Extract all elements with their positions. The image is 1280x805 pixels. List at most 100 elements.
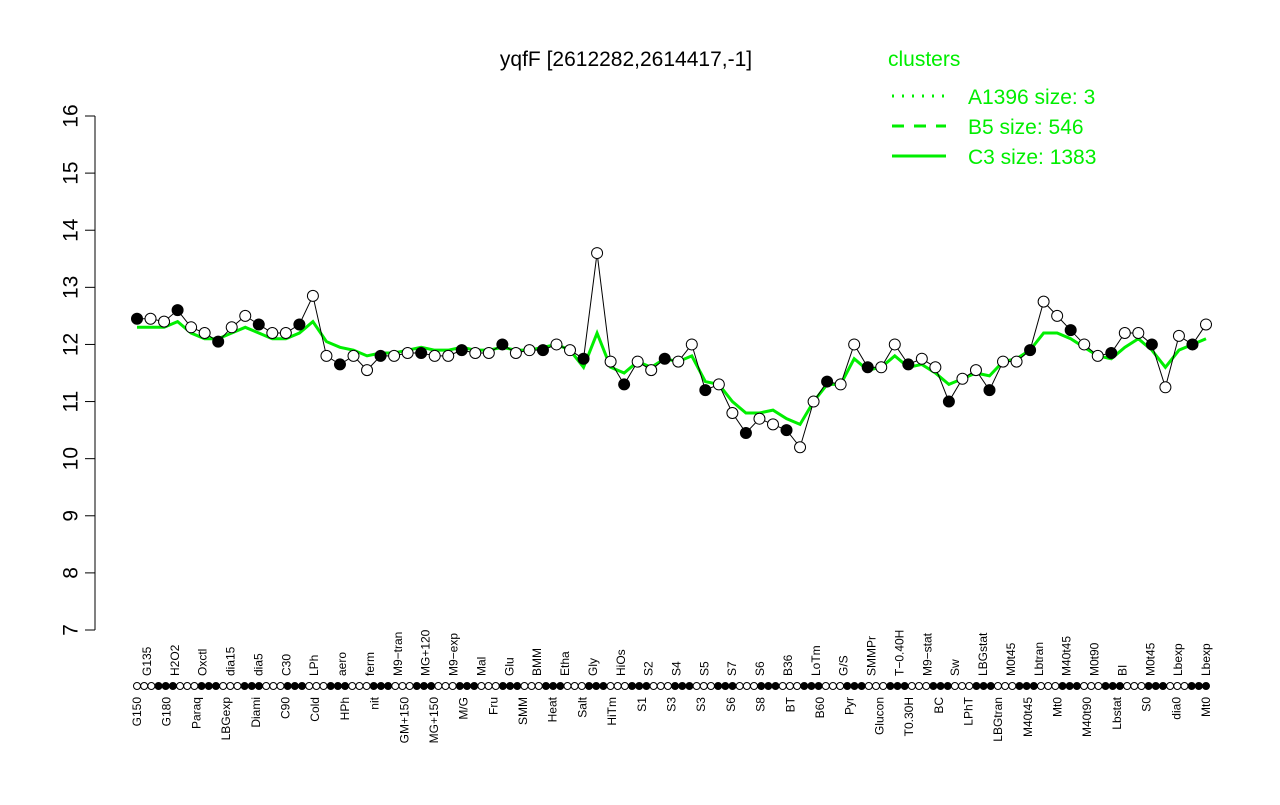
x-tick-label-top: M9−stat bbox=[920, 632, 934, 676]
data-point bbox=[821, 375, 834, 388]
x-tick-label-bottom: T0.30H bbox=[902, 697, 916, 736]
x-rug-dot bbox=[958, 682, 967, 690]
x-rug-dot bbox=[491, 682, 500, 690]
x-rug-dot bbox=[893, 682, 902, 690]
x-rug-dot bbox=[254, 682, 263, 690]
x-rug-dot bbox=[556, 682, 565, 690]
x-rug-dot bbox=[549, 682, 558, 690]
x-rug-dot bbox=[348, 682, 357, 690]
data-point bbox=[875, 361, 888, 374]
x-rug-dot bbox=[197, 682, 206, 690]
x-tick-label-top: Sw bbox=[948, 659, 962, 676]
x-tick-label-top: G/S bbox=[837, 655, 851, 676]
x-rug-dot bbox=[1051, 682, 1060, 690]
x-tick-label-top: Gly bbox=[586, 658, 600, 676]
data-point bbox=[969, 364, 982, 377]
x-rug-dot bbox=[1065, 682, 1074, 690]
series-lines bbox=[137, 253, 1207, 449]
x-tick-label-top: M9−tran bbox=[391, 632, 405, 676]
x-rug-dot bbox=[1044, 682, 1053, 690]
x-rug-dot bbox=[176, 682, 185, 690]
data-point bbox=[1186, 338, 1199, 351]
x-tick-label-bottom: S3 bbox=[694, 697, 708, 712]
y-tick-label: 15 bbox=[60, 161, 83, 184]
x-rug-dot bbox=[728, 682, 737, 690]
x-rug-dot bbox=[584, 682, 593, 690]
x-rug-dot bbox=[247, 682, 256, 690]
x-tick-label-top: G135 bbox=[140, 646, 154, 676]
x-rug-dot bbox=[1144, 682, 1153, 690]
x-rug-dot bbox=[750, 682, 759, 690]
x-rug-dot bbox=[871, 682, 880, 690]
x-rug-dot bbox=[312, 682, 321, 690]
x-tick-label-bottom: SMM bbox=[516, 697, 530, 725]
data-point bbox=[766, 418, 779, 431]
x-tick-label-bottom: Mt0 bbox=[1199, 697, 1213, 717]
x-rug-dot bbox=[319, 682, 328, 690]
x-rug-dot bbox=[1202, 682, 1210, 690]
x-tick-label-bottom: Pyr bbox=[843, 697, 857, 715]
data-point bbox=[509, 347, 522, 360]
x-rug-dot bbox=[1123, 682, 1132, 690]
x-rug-dot bbox=[807, 682, 816, 690]
x-rug-dot bbox=[341, 682, 350, 690]
y-tick-label: 9 bbox=[60, 510, 83, 522]
x-tick-label-top: M40t45 bbox=[1060, 636, 1074, 676]
x-rug-dot bbox=[1108, 682, 1117, 690]
x-rug-dot bbox=[161, 682, 170, 690]
data-point bbox=[252, 318, 265, 331]
x-rug-dot bbox=[642, 682, 651, 690]
data-point bbox=[158, 315, 171, 328]
data-point bbox=[672, 355, 685, 368]
x-rug-dot bbox=[276, 682, 285, 690]
x-rug-dot bbox=[233, 682, 242, 690]
x-tick-label-top: LPh bbox=[307, 655, 321, 676]
x-tick-label-bottom: S0 bbox=[1140, 697, 1154, 712]
x-tick-label-bottom: Salt bbox=[575, 696, 589, 717]
x-rug-dot bbox=[391, 682, 400, 690]
x-rug-dot bbox=[534, 682, 543, 690]
x-rug-dot bbox=[936, 682, 945, 690]
x-tick-label-top: M0t45 bbox=[1004, 642, 1018, 676]
data-point bbox=[293, 318, 306, 331]
x-tick-label-top: Oxctl bbox=[196, 649, 210, 676]
x-rug-dot bbox=[1015, 682, 1024, 690]
data-point bbox=[1078, 338, 1091, 351]
x-rug-dot bbox=[147, 682, 156, 690]
x-tick-label-top: S4 bbox=[670, 661, 684, 676]
x-rug-dot bbox=[785, 682, 794, 690]
x-rug-dot bbox=[771, 682, 780, 690]
x-rug-dot bbox=[635, 682, 644, 690]
data-point bbox=[239, 309, 252, 322]
data-point bbox=[1105, 347, 1118, 360]
x-tick-label-top: S7 bbox=[725, 661, 739, 676]
x-rug-dot bbox=[1158, 682, 1167, 690]
y-tick-label: 16 bbox=[60, 104, 83, 127]
x-rug-dot bbox=[1151, 682, 1160, 690]
x-rug-dot bbox=[563, 682, 572, 690]
x-tick-label-bottom: S6 bbox=[724, 697, 738, 712]
x-rug-dot bbox=[1008, 682, 1017, 690]
x-rug-dot bbox=[369, 682, 378, 690]
x-axis-rug bbox=[133, 682, 1210, 690]
x-tick-label-bottom: Fru bbox=[486, 697, 500, 715]
legend: clusters A1396 size: 3 B5 size: 546 C3 siz… bbox=[888, 48, 1096, 169]
y-tick-label: 14 bbox=[60, 218, 83, 242]
x-rug-dot bbox=[298, 682, 307, 690]
data-point bbox=[347, 349, 360, 362]
x-rug-dot bbox=[168, 682, 177, 690]
data-point bbox=[1024, 344, 1037, 357]
data-point bbox=[131, 312, 143, 325]
data-point bbox=[1118, 327, 1131, 340]
x-rug-dot bbox=[1072, 682, 1081, 690]
x-rug-dot bbox=[1094, 682, 1103, 690]
data-point bbox=[1145, 338, 1158, 351]
x-rug-dot bbox=[1180, 682, 1189, 690]
data-point bbox=[1172, 329, 1185, 342]
x-rug-dot bbox=[764, 682, 773, 690]
x-rug-dot bbox=[183, 682, 192, 690]
x-tick-label-top: S2 bbox=[642, 661, 656, 676]
x-rug-dot bbox=[434, 682, 443, 690]
data-point bbox=[1010, 355, 1023, 368]
x-tick-label-bottom: G180 bbox=[160, 697, 174, 727]
